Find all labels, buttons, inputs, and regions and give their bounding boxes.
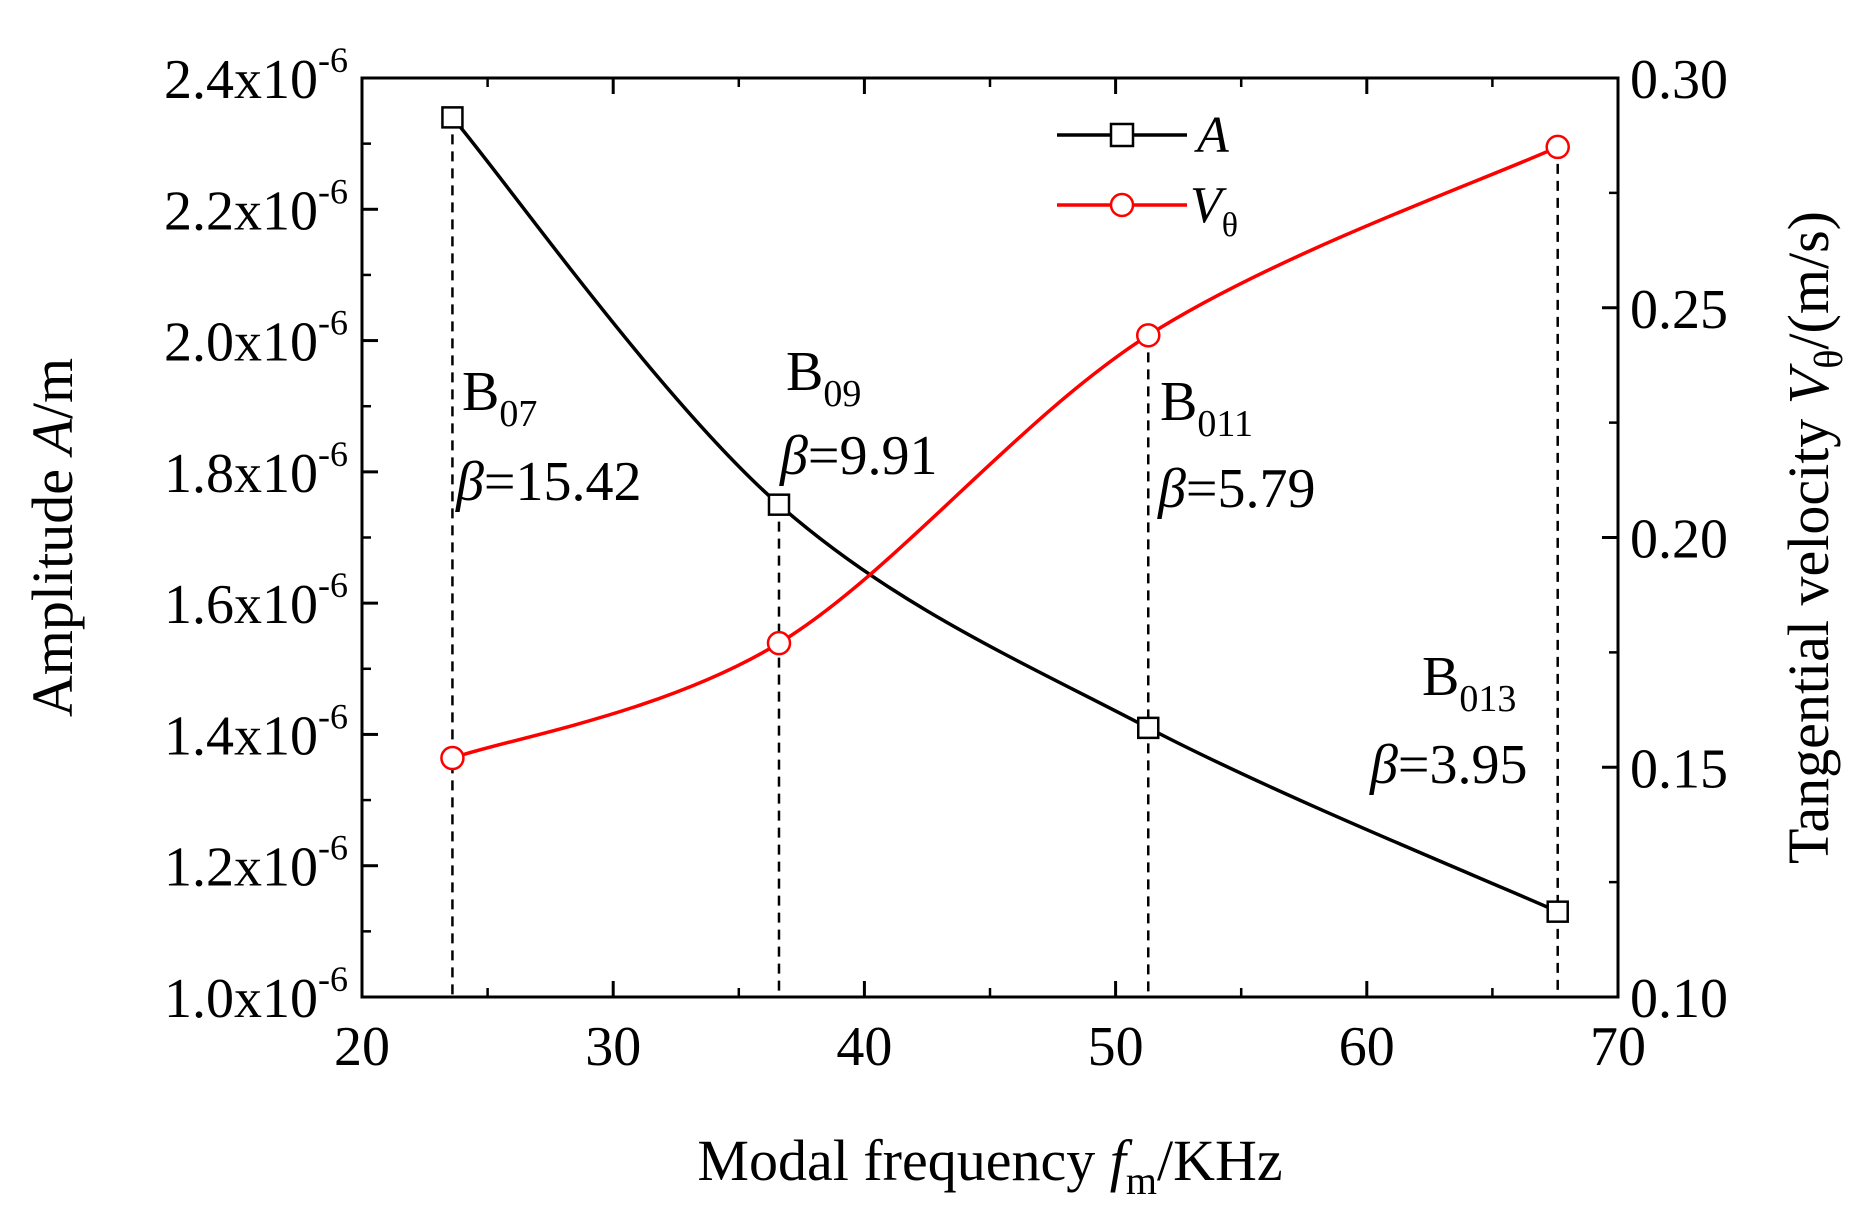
y-left-tick-label: 2.0x10-6: [164, 303, 348, 374]
legend: A Vθ: [1057, 107, 1238, 244]
mode-label-b011: B011: [1160, 371, 1253, 445]
y-axis-right-title: Tangential velocity Vθ/(m/s): [1776, 211, 1851, 864]
x-tick-label: 20: [334, 1016, 390, 1078]
series-line-a: [451, 116, 1559, 914]
point-a: [767, 493, 791, 516]
point-v: [1136, 323, 1161, 348]
x-tick-label: 70: [1590, 1016, 1646, 1078]
curves: [451, 116, 1559, 914]
legend-label-a: A: [1194, 107, 1229, 164]
y-left-tick-label: 1.2x10-6: [164, 828, 348, 899]
mode-label-b07: B07: [462, 361, 537, 435]
point-v: [766, 630, 792, 656]
point-a: [1137, 716, 1160, 740]
y-right-tick-label: 0.10: [1630, 968, 1728, 1030]
mode-annotations: B07 β=15.42 B09 β=9.91 B011 β=5.79 B013 …: [455, 341, 1527, 796]
mode-label-b013: B013: [1422, 646, 1516, 720]
point-a: [441, 106, 464, 129]
y-right-tick-label: 0.15: [1630, 738, 1728, 800]
beta-label-b07: β=15.42: [455, 451, 641, 513]
point-a: [1546, 900, 1569, 923]
y-right-tick-label: 0.20: [1630, 509, 1728, 571]
legend-circle-marker: [1109, 192, 1135, 218]
x-tick-label: 30: [585, 1016, 641, 1078]
ticks: 20 30 40 50 60 70 1.0x10-6 1.2x10-6 1.4x10-6 1.6x…: [164, 40, 1728, 1078]
y-left-tick-label: 1.4x10-6: [164, 696, 348, 767]
y-right-tick-label: 0.25: [1630, 279, 1728, 341]
x-axis-title: Modal frequency fm/KHz: [697, 1128, 1282, 1203]
point-v: [1545, 134, 1570, 160]
y-left-tick-label: 2.2x10-6: [164, 171, 348, 242]
drop-lines: [451, 117, 1559, 997]
x-tick-label: 50: [1088, 1016, 1144, 1078]
y-axis-left-title: Amplitude A/m: [20, 358, 85, 717]
series-line-v: [451, 145, 1559, 760]
y-left-tick-label: 1.0x10-6: [164, 959, 348, 1030]
y-right-tick-label: 0.30: [1630, 49, 1728, 111]
axes: [360, 76, 1620, 999]
plot-frame: [360, 76, 1620, 999]
markers: [440, 106, 1570, 923]
y-left-tick-label: 1.6x10-6: [164, 565, 348, 636]
mode-label-b09: B09: [786, 341, 861, 415]
beta-label-b011: β=5.79: [1157, 458, 1315, 520]
x-tick-label: 40: [836, 1016, 892, 1078]
legend-label-v: Vθ: [1190, 177, 1238, 244]
beta-label-b09: β=9.91: [779, 425, 937, 487]
y-left-tick-label: 2.4x10-6: [164, 40, 348, 111]
beta-label-b013: β=3.95: [1369, 734, 1527, 796]
legend-square-marker: [1109, 122, 1135, 148]
y-left-tick-label: 1.8x10-6: [164, 434, 348, 505]
point-v: [440, 745, 465, 771]
x-tick-label: 60: [1339, 1016, 1395, 1078]
